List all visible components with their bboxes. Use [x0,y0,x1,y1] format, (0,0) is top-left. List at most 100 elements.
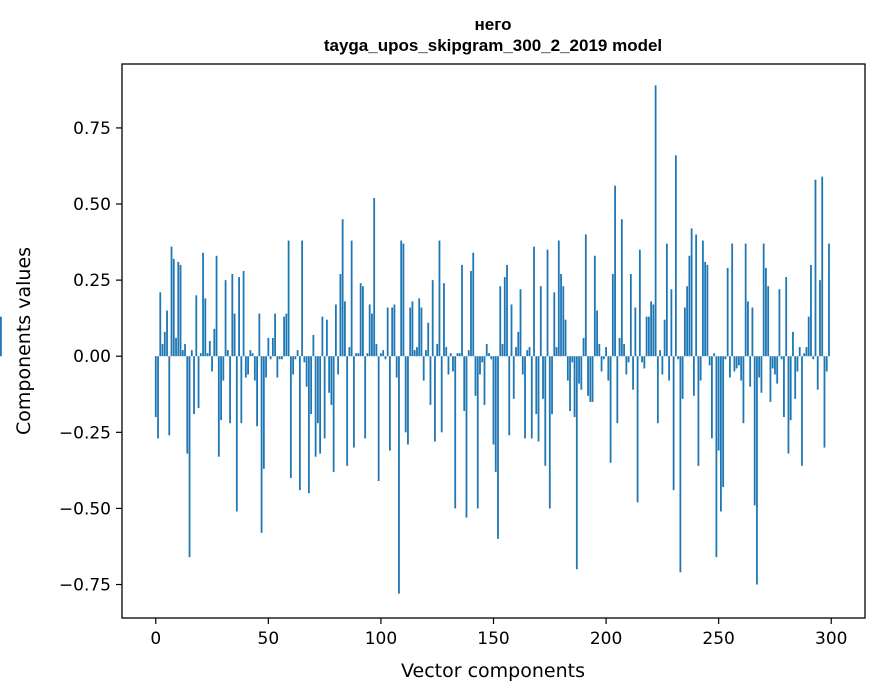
bar [431,280,434,357]
bar [620,219,623,357]
bar [172,258,175,357]
bar [177,261,180,357]
bar [742,356,745,424]
bar [692,356,695,396]
bar [503,277,506,357]
y-tick-label: −0.50 [59,499,111,519]
bar [589,356,592,402]
bar [729,356,731,378]
bar [184,344,186,357]
bar [535,356,538,415]
bar [197,356,200,408]
bar [607,356,610,381]
bar [731,243,734,357]
bar [553,292,556,357]
bar [578,356,580,384]
bar [380,353,382,357]
bar [708,356,711,366]
x-tick-label: 50 [258,629,280,649]
bar [792,331,794,357]
bar [699,356,702,381]
bar [211,356,213,372]
bar [544,356,547,466]
bar [420,307,423,357]
bar [438,240,441,357]
bar [458,353,461,357]
bar [767,286,770,357]
bar [769,356,772,402]
bar [546,249,549,357]
bar [251,353,254,357]
bar [429,356,432,405]
bar [733,356,736,372]
bar [314,356,317,457]
bar [490,356,493,360]
bar [508,356,511,436]
bar [573,356,576,418]
bar [301,240,304,357]
bar [526,350,529,357]
y-axis-ticks: −0.75 −0.50 −0.25 0.00 0.25 0.50 0.75 [59,119,122,596]
bar [362,286,364,357]
bar [717,356,720,451]
bar [445,347,448,357]
bar [461,264,463,357]
bar [575,356,578,570]
bar [350,240,353,357]
bar [605,347,607,357]
bar [208,341,211,357]
bar [776,356,779,384]
bar [634,307,637,357]
bar [807,316,810,357]
bar [332,356,335,472]
bar [339,274,342,357]
bar [287,240,290,357]
bar [695,234,698,357]
bar [242,270,245,357]
bar [762,243,765,357]
bar [240,356,243,424]
bar [650,301,653,357]
bar [226,350,229,357]
bar [596,310,598,357]
bar [654,85,657,357]
bar [276,356,279,378]
bar [476,356,479,509]
bar [359,283,362,357]
bar [488,353,490,357]
bar [474,356,477,396]
bar [614,185,616,357]
bar [551,356,553,415]
bar [492,356,495,445]
bar [618,337,621,357]
x-axis-ticks: 0 50 100 150 200 250 300 [150,618,847,649]
bar [337,356,340,375]
plot-frame [121,63,866,619]
bar [668,356,671,381]
bar [384,356,387,360]
bar [704,261,707,357]
y-tick-label: 0.50 [73,195,111,215]
y-tick-label: −0.25 [59,423,111,443]
bar [357,353,360,357]
bar [681,356,684,399]
bar [204,298,207,357]
bar [377,356,380,482]
bar [810,264,812,357]
bar [722,356,725,488]
bar [598,344,601,357]
bar [186,356,189,454]
bar [368,304,371,357]
bar [828,243,830,357]
bar [413,350,416,357]
bar [632,356,634,390]
bar [566,356,569,381]
bar [233,313,236,357]
bar [485,344,488,357]
y-tick-label: −0.75 [59,576,111,596]
bar [271,337,274,357]
bar [274,313,276,357]
bar [472,252,475,357]
bar [569,356,571,412]
bar [555,347,558,357]
